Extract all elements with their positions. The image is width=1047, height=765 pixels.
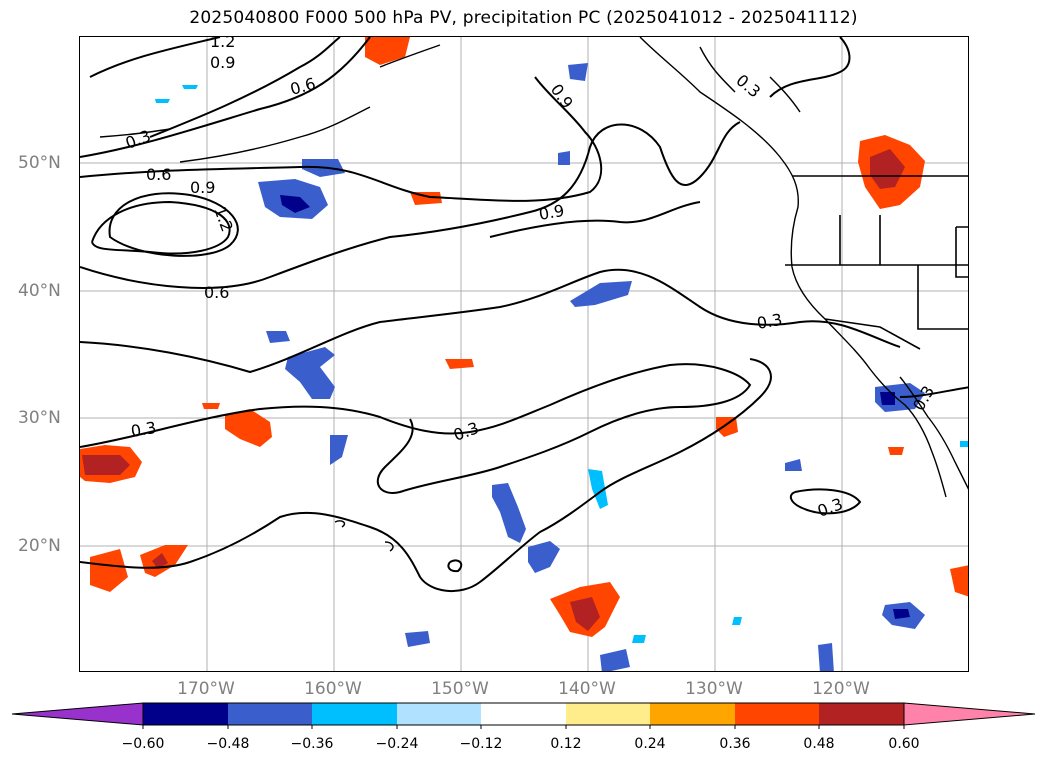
- contour-label: 0.6: [288, 74, 318, 99]
- coastlines: [99, 37, 968, 552]
- contour-label: 0.3: [451, 418, 481, 445]
- colorbar-tick-label: −0.60: [121, 736, 165, 752]
- lon-label-130w: 130°W: [685, 679, 743, 699]
- colorbar-segment: [228, 703, 312, 725]
- colorbar-segment: [650, 703, 735, 725]
- contour-label: 0.9: [547, 80, 577, 112]
- colorbar-tick-label: −0.48: [206, 736, 250, 752]
- contour-label: 0.3: [732, 71, 764, 102]
- colorbar-segment: [312, 703, 397, 725]
- map-canvas[interactable]: 1.2 0.9 0.6 0.3 0.6 0.9 1.2 0.9 0.6 0.3 …: [80, 37, 969, 672]
- colorbar: [11, 702, 1036, 729]
- contour-label: 0.3: [815, 494, 845, 521]
- contour-label: 0.6: [204, 283, 229, 302]
- colorbar-tick-label: 0.60: [888, 736, 920, 752]
- contour-label: 0.9: [537, 201, 565, 224]
- colorbar-tick-label: 0.48: [803, 736, 835, 752]
- lat-label-40n: 40°N: [18, 281, 61, 301]
- political-borders: [785, 175, 968, 350]
- lon-label-140w: 140°W: [558, 679, 616, 699]
- contour-label: 0.3: [755, 310, 783, 333]
- colorbar-tick-label: 0.12: [550, 736, 582, 752]
- contour-label: 1.2: [210, 204, 237, 234]
- colorbar-segment: [143, 703, 228, 725]
- colorbar-segment: [819, 703, 904, 725]
- lon-label-120w: 120°W: [812, 679, 870, 699]
- map-title: 2025040800 F000 500 hPa PV, precipitatio…: [189, 8, 858, 28]
- contour-label: 1.2: [210, 37, 235, 51]
- lon-label-170w: 170°W: [177, 679, 235, 699]
- colorbar-tick-label: −0.12: [459, 736, 503, 752]
- colorbar-max-extension: [903, 702, 1036, 726]
- lon-label-150w: 150°W: [431, 679, 489, 699]
- lat-label-50n: 50°N: [18, 153, 61, 173]
- colorbar-segment: [566, 703, 650, 725]
- colorbar-tick-label: −0.36: [290, 736, 334, 752]
- precip-positive-areas: [80, 37, 968, 637]
- lat-label-30n: 30°N: [18, 408, 61, 428]
- map-panel[interactable]: 1.2 0.9 0.6 0.3 0.6 0.9 1.2 0.9 0.6 0.3 …: [79, 36, 969, 672]
- contour-label-group: 1.2 0.9 0.6 0.3 0.6 0.9 1.2 0.9 0.6 0.3 …: [123, 37, 938, 521]
- graticule: [80, 37, 968, 671]
- contour-label: 0.3: [123, 126, 153, 153]
- contour-label: 0.3: [129, 418, 157, 441]
- colorbar-tick-label: 0.24: [634, 736, 666, 752]
- colorbar-outline: [142, 702, 905, 726]
- colorbar-tick-label: 0.36: [719, 736, 751, 752]
- colorbar-ticks: [142, 725, 905, 729]
- colorbar-segment: [735, 703, 819, 725]
- colorbar-segment: [481, 703, 566, 725]
- lat-label-20n: 20°N: [18, 536, 61, 556]
- colorbar-segment: [397, 703, 481, 725]
- contour-label: 0.9: [210, 53, 235, 72]
- contour-label: 0.9: [190, 178, 215, 197]
- colorbar-tick-label: −0.24: [375, 736, 419, 752]
- pv-contours: [80, 37, 968, 593]
- contour-label: 0.6: [146, 165, 171, 184]
- precip-negative-areas: [155, 63, 968, 671]
- lon-label-160w: 160°W: [304, 679, 362, 699]
- colorbar-min-extension: [11, 702, 144, 726]
